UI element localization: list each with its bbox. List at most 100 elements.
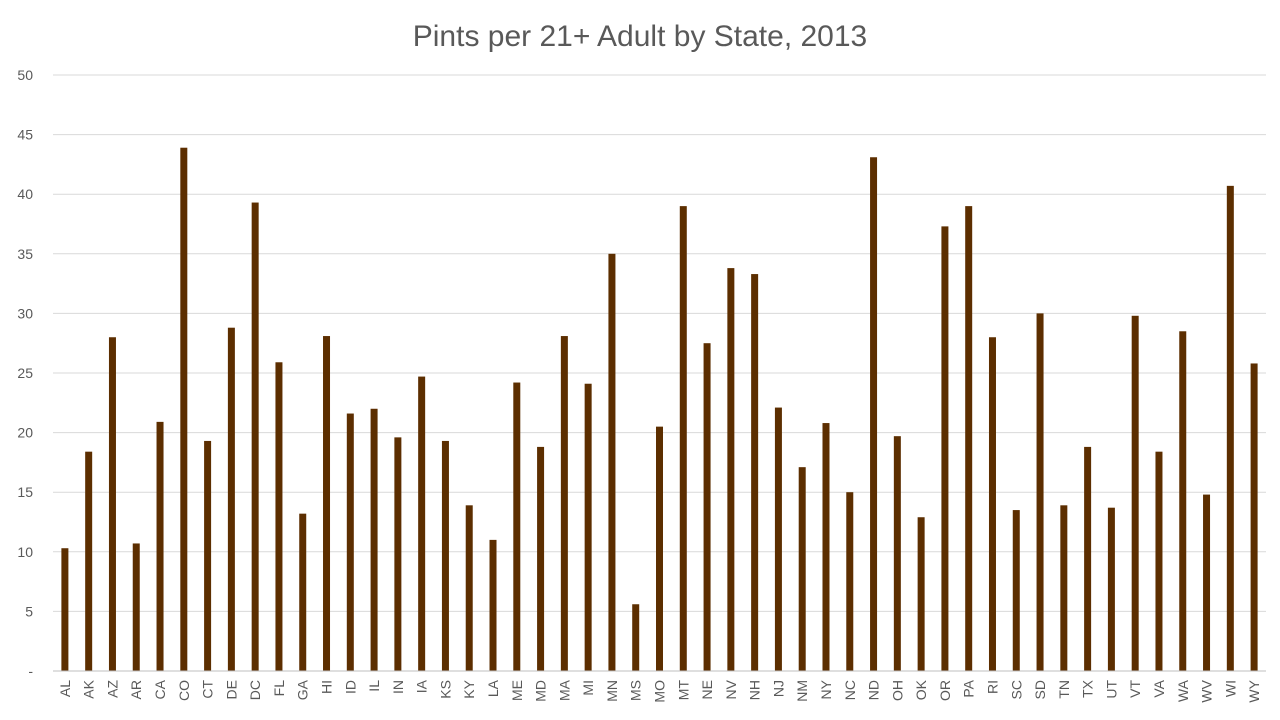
bar-ut — [1107, 507, 1115, 671]
bar-sd — [1036, 313, 1044, 671]
y-tick-label: 15 — [17, 484, 33, 500]
x-tick-label: NH — [747, 680, 763, 700]
bar-co — [180, 147, 188, 671]
x-tick-label: CO — [176, 680, 192, 701]
y-tick-label: 25 — [17, 365, 33, 381]
bar-al — [61, 548, 69, 671]
x-tick-label: NY — [818, 679, 834, 699]
bar-tx — [1084, 446, 1092, 671]
bar-ca — [156, 421, 164, 671]
y-tick-label: - — [28, 663, 33, 679]
x-tick-label: AK — [81, 679, 97, 698]
y-tick-label: 45 — [17, 127, 33, 143]
x-tick-label: IA — [414, 679, 430, 693]
x-tick-label: RI — [984, 680, 1000, 694]
y-tick-label: 35 — [17, 246, 33, 262]
bar-oh — [893, 436, 901, 671]
bar-wa — [1179, 331, 1187, 671]
x-tick-label: SD — [1032, 680, 1048, 699]
x-tick-label: MA — [556, 679, 572, 701]
bar-ar — [132, 543, 140, 671]
x-tick-label: FL — [271, 680, 287, 697]
bar-ny — [822, 423, 830, 671]
bar-il — [370, 408, 378, 671]
x-tick-label: MN — [604, 680, 620, 702]
y-tick-label: 30 — [17, 305, 33, 321]
x-tick-label: CT — [200, 680, 216, 699]
x-tick-label: TN — [1056, 680, 1072, 699]
x-tick-label: VA — [1151, 679, 1167, 697]
x-tick-label: AL — [57, 680, 73, 697]
bar-fl — [275, 362, 283, 671]
x-tick-label: AZ — [104, 680, 120, 698]
x-tick-label: NC — [842, 680, 858, 700]
y-axis-ticks: - 5 10 15 20 25 30 35 40 45 50 — [17, 67, 33, 679]
x-tick-label: ID — [342, 680, 358, 694]
x-tick-label: IL — [366, 680, 382, 692]
x-tick-label: OR — [937, 680, 953, 701]
y-tick-label: 20 — [17, 425, 33, 441]
bar-ms — [632, 604, 640, 671]
y-tick-label: 40 — [17, 186, 33, 202]
x-tick-label: HI — [319, 680, 335, 694]
bar-va — [1155, 451, 1163, 671]
y-tick-label: 50 — [17, 67, 33, 83]
x-axis-ticks: AL AK AZ AR CA CO CT DE DC FL GA HI ID IL IN IA KS KY LA ME… — [57, 679, 1262, 702]
x-tick-label: IN — [390, 680, 406, 694]
bar-ma — [560, 336, 568, 671]
bar-mn — [608, 253, 616, 672]
bar-id — [346, 413, 354, 671]
bar-md — [537, 446, 545, 671]
bar-mi — [584, 383, 592, 671]
bar-mt — [679, 206, 687, 671]
x-tick-label: DE — [223, 680, 239, 699]
x-tick-label: UT — [1103, 680, 1119, 699]
bar-wy — [1250, 363, 1258, 671]
bar-ct — [204, 440, 212, 671]
x-tick-label: KS — [437, 680, 453, 699]
bar-nm — [798, 467, 806, 671]
x-tick-label: ME — [509, 680, 525, 701]
x-tick-label: MS — [628, 680, 644, 701]
x-tick-label: MI — [580, 680, 596, 696]
x-tick-label: WA — [1175, 679, 1191, 702]
bar-az — [108, 337, 116, 671]
y-tick-label: 10 — [17, 544, 33, 560]
bar-nh — [751, 274, 759, 671]
bar-wi — [1226, 185, 1234, 671]
x-tick-label: KY — [461, 679, 477, 698]
x-tick-label: TX — [1080, 679, 1096, 698]
bar-pa — [965, 206, 973, 671]
bar-ri — [988, 337, 996, 671]
bar-vt — [1131, 315, 1139, 671]
bar-mo — [656, 426, 663, 671]
x-tick-label: AR — [128, 680, 144, 699]
bar-tn — [1060, 505, 1068, 671]
x-tick-label: SC — [1008, 680, 1024, 699]
x-tick-label: ND — [866, 680, 882, 700]
x-tick-label: NJ — [770, 680, 786, 697]
x-tick-label: NV — [723, 679, 739, 699]
bar-nv — [727, 268, 735, 671]
bar-or — [941, 226, 949, 671]
x-tick-label: WV — [1199, 679, 1215, 702]
chart-title: Pints per 21+ Adult by State, 2013 — [413, 20, 867, 53]
bar-de — [227, 327, 235, 671]
x-tick-label: WY — [1246, 679, 1262, 702]
x-tick-label: DC — [247, 680, 263, 700]
bar-sc — [1012, 510, 1020, 671]
bar-nc — [846, 492, 854, 671]
x-tick-label: VT — [1127, 680, 1143, 698]
x-tick-label: NM — [794, 680, 810, 702]
x-tick-label: OH — [889, 680, 905, 701]
bar-ok — [917, 517, 925, 671]
bar-me — [513, 382, 521, 671]
bar-ga — [299, 513, 307, 671]
x-tick-label: LA — [485, 679, 501, 697]
bar-ks — [441, 440, 449, 671]
x-tick-label: WI — [1222, 680, 1238, 697]
bars — [61, 147, 1258, 672]
bar-wv — [1203, 494, 1211, 671]
bar-ia — [418, 376, 426, 671]
bar-in — [394, 437, 402, 671]
